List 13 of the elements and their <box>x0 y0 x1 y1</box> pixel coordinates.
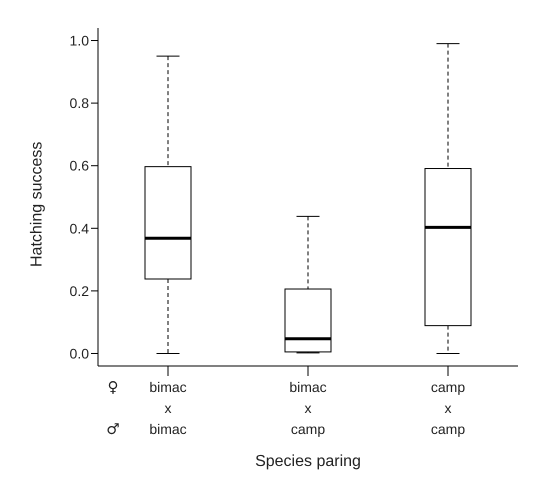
x-axis-title: Species paring <box>255 453 361 470</box>
y-tick-label: 0.8 <box>70 95 90 112</box>
y-tick-label: 0.4 <box>70 220 90 236</box>
text: ♀ <box>108 378 118 396</box>
x-tick-label: bimac x camp <box>289 379 327 437</box>
y-tick-label: 0.2 <box>70 282 90 299</box>
y-axis-title: Hatching success <box>28 142 46 267</box>
y-tick-label: 1.0 <box>70 32 90 48</box>
x-tick-label: bimac x bimac <box>149 379 187 437</box>
y-tick-label: 0.0 <box>70 345 90 362</box>
x-tick-label: camp x camp <box>430 379 466 437</box>
y-tick-label: 0.6 <box>70 158 90 174</box>
text: ♂ <box>106 420 120 438</box>
